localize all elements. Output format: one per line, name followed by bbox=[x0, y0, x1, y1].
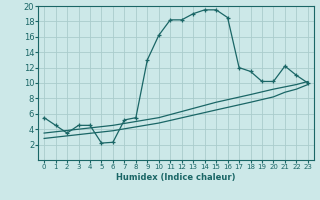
X-axis label: Humidex (Indice chaleur): Humidex (Indice chaleur) bbox=[116, 173, 236, 182]
